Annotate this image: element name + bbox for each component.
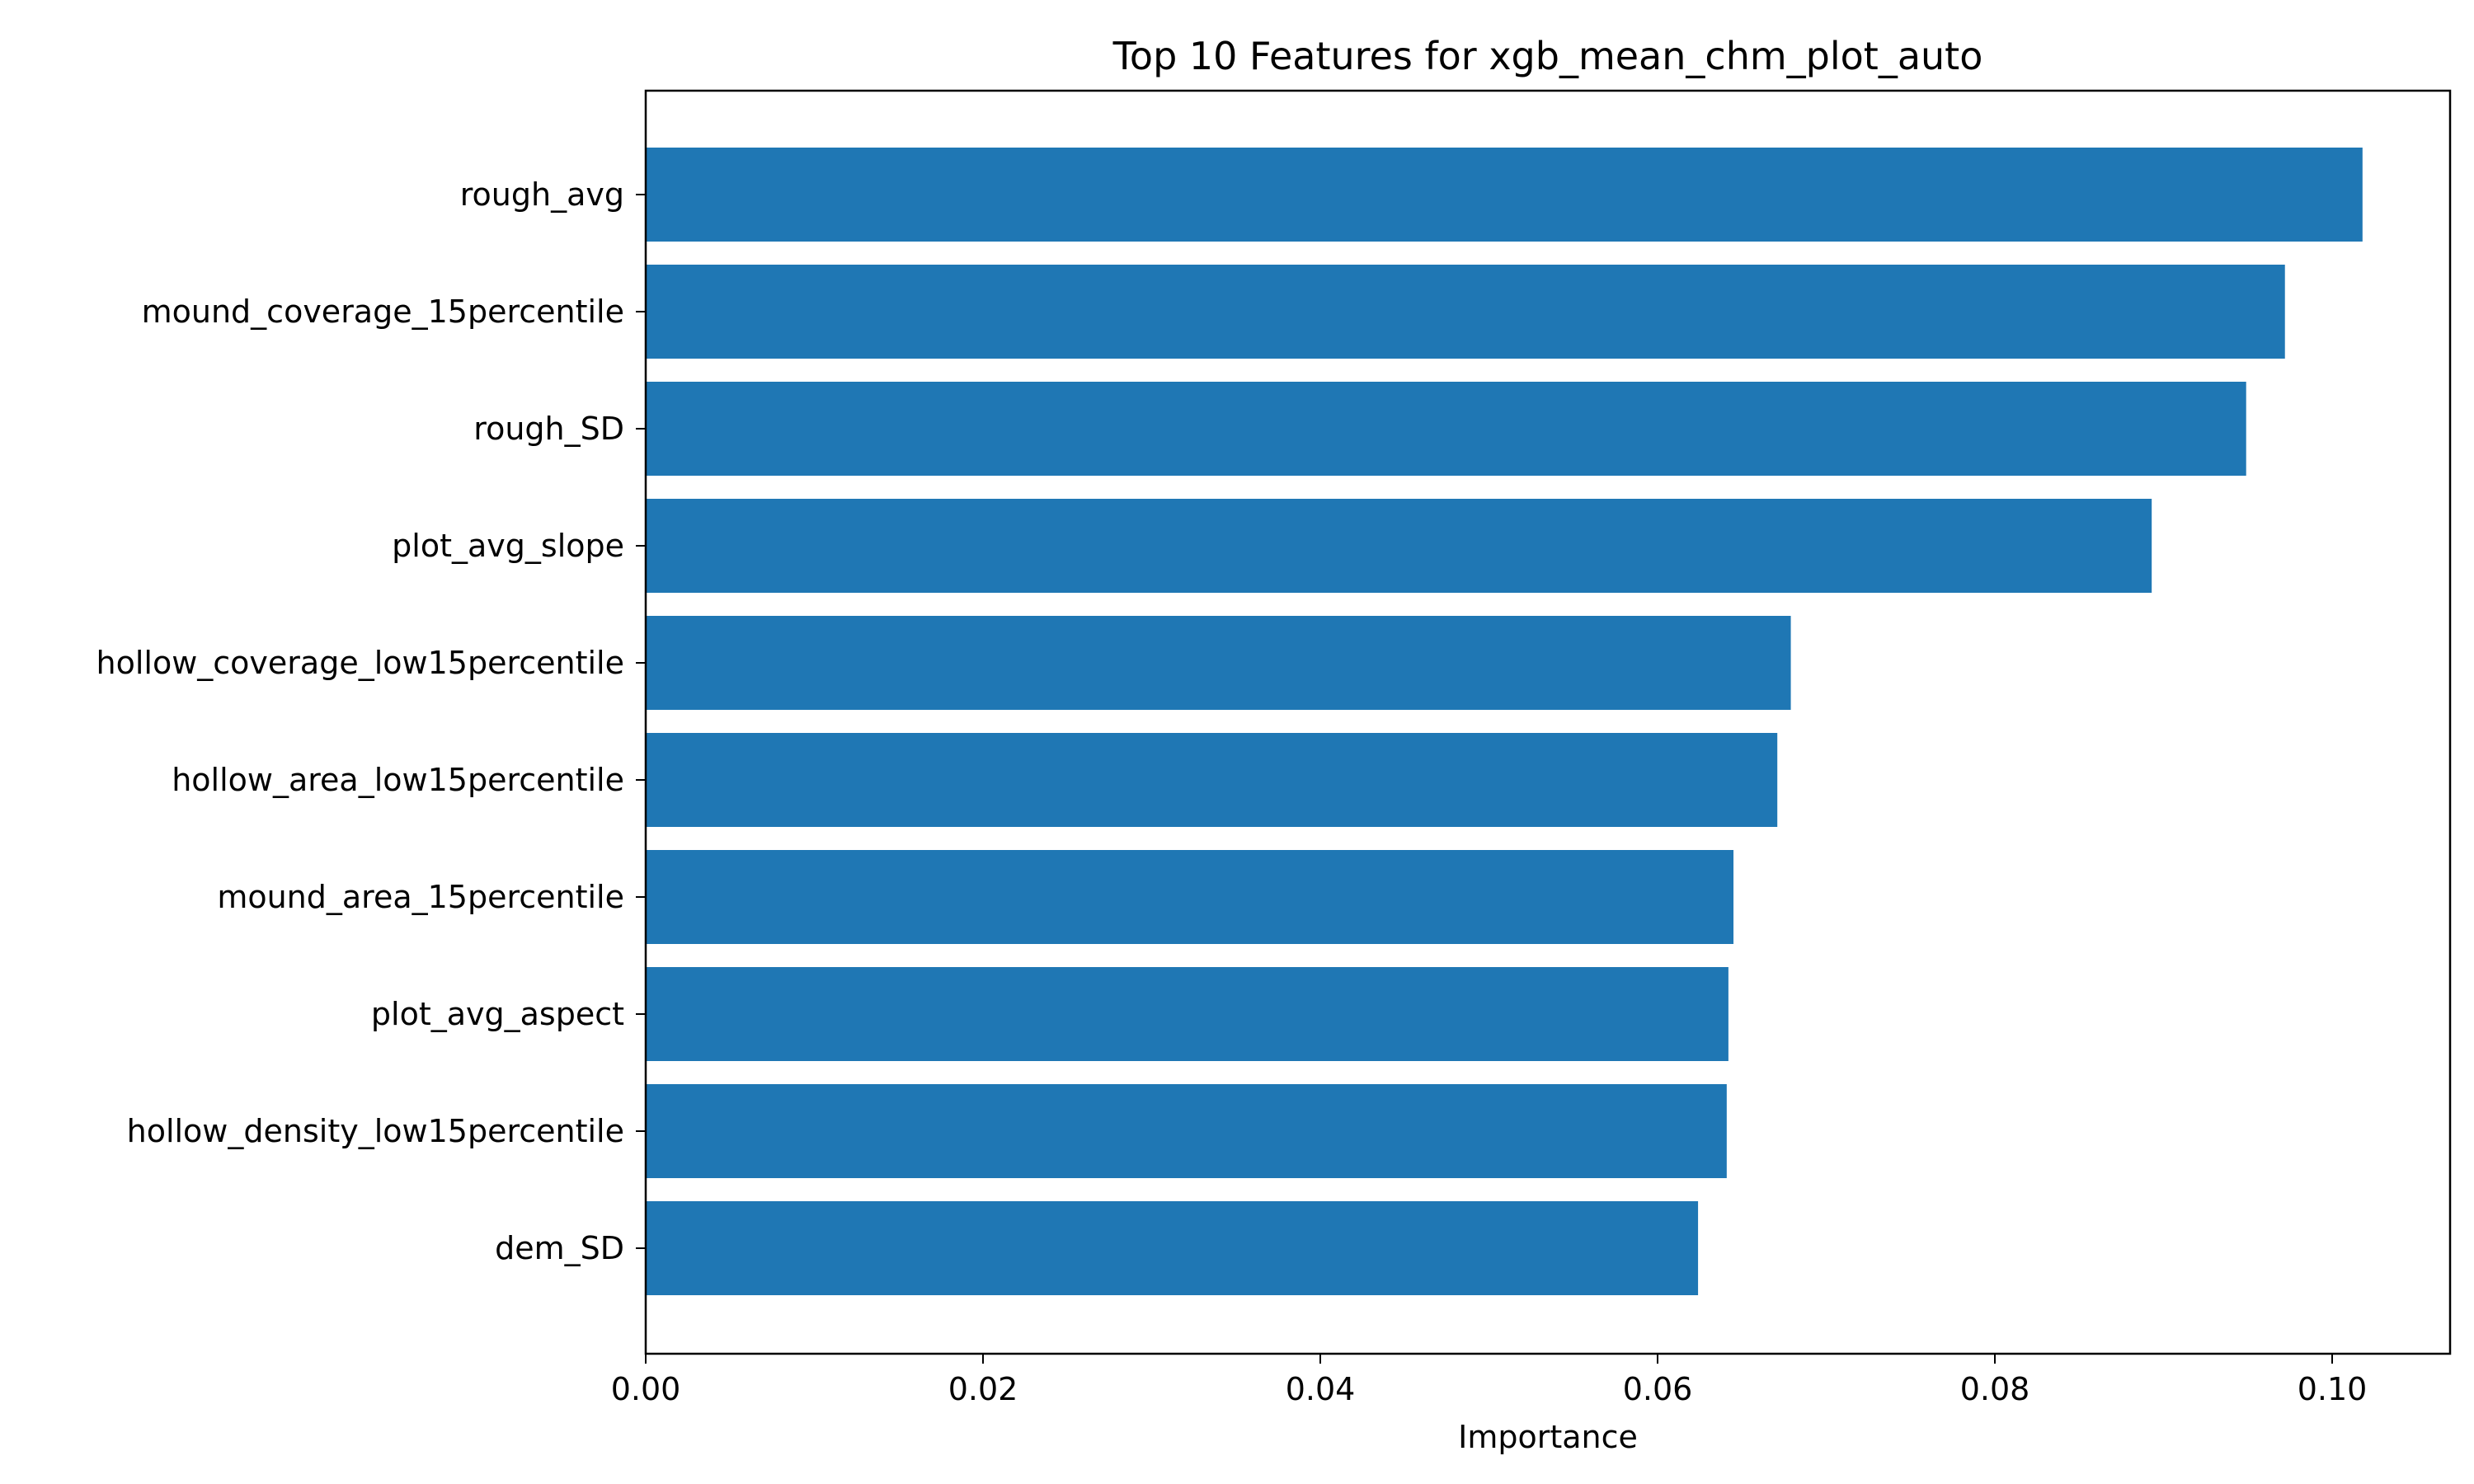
bar-mound_coverage_15percentile xyxy=(646,265,2285,359)
y-tick-label: rough_avg xyxy=(460,176,624,213)
x-tick-label: 0.04 xyxy=(1286,1371,1356,1407)
bar-rough_SD xyxy=(646,382,2246,476)
bars-group xyxy=(646,148,2363,1295)
bar-hollow_coverage_low15percentile xyxy=(646,616,1791,710)
y-tick-label: dem_SD xyxy=(495,1230,624,1266)
y-tick-label: mound_coverage_15percentile xyxy=(142,294,624,330)
y-tick-label: plot_avg_aspect xyxy=(371,996,624,1032)
y-tick-label: hollow_area_low15percentile xyxy=(172,762,624,798)
y-tick-label: hollow_density_low15percentile xyxy=(127,1113,624,1149)
y-tick-label: rough_SD xyxy=(473,411,624,447)
bar-hollow_area_low15percentile xyxy=(646,733,1778,827)
x-tick-label: 0.00 xyxy=(611,1371,681,1407)
x-tick-label: 0.08 xyxy=(1960,1371,2030,1407)
chart-title: Top 10 Features for xgb_mean_chm_plot_au… xyxy=(1112,34,1983,78)
y-tick-label: plot_avg_slope xyxy=(392,528,624,564)
bar-dem_SD xyxy=(646,1201,1699,1295)
x-axis-ticks: 0.00 0.02 0.04 0.06 0.08 0.10 xyxy=(611,1354,2368,1407)
y-tick-label: hollow_coverage_low15percentile xyxy=(96,645,624,681)
bar-plot_avg_slope xyxy=(646,499,2152,593)
x-tick-label: 0.06 xyxy=(1623,1371,1693,1407)
bar-plot_avg_aspect xyxy=(646,967,1729,1061)
plot-frame xyxy=(644,89,2452,1355)
bar-mound_area_15percentile xyxy=(646,850,1734,944)
x-tick-label: 0.10 xyxy=(2298,1371,2368,1407)
bar-rough_avg xyxy=(646,148,2363,242)
bar-hollow_density_low15percentile xyxy=(646,1084,1727,1178)
x-axis-label: Importance xyxy=(1458,1419,1638,1455)
x-tick-label: 0.02 xyxy=(948,1371,1018,1407)
y-tick-label: mound_area_15percentile xyxy=(217,879,624,915)
y-axis-ticks: rough_avg mound_coverage_15percentileroug… xyxy=(96,176,646,1266)
